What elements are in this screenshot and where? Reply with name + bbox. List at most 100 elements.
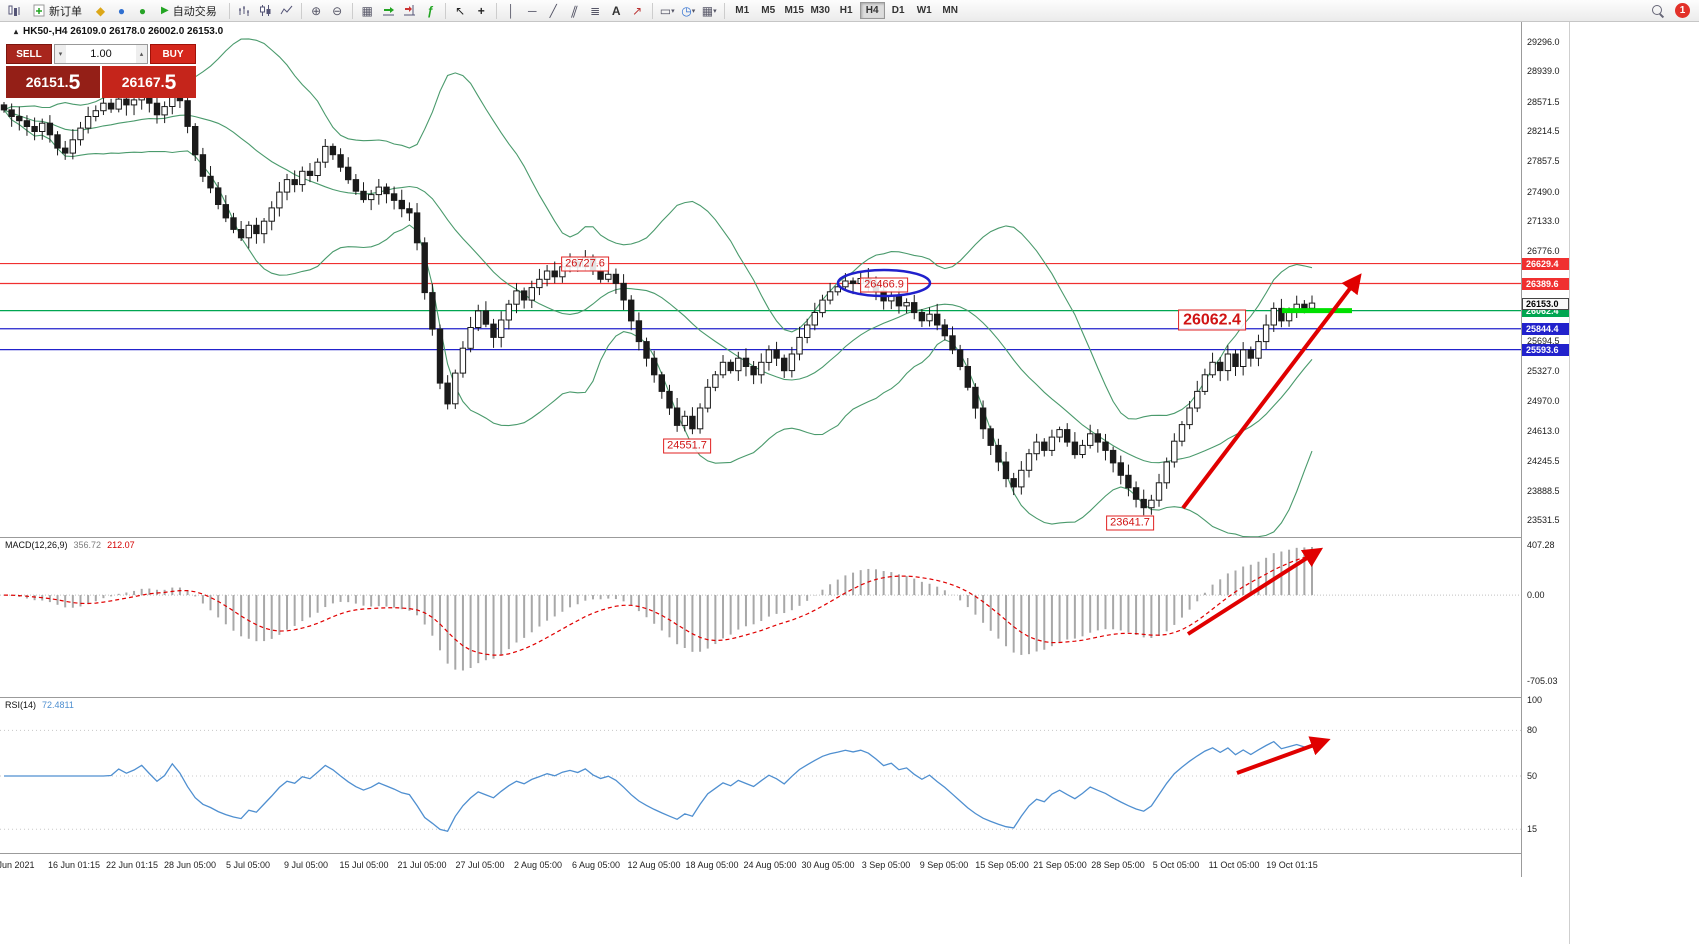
timeframe-mn[interactable]: MN (942, 5, 958, 16)
price-axis[interactable]: 29296.0 28939.0 28571.5 28214.5 27857.5 27490… (1521, 22, 1569, 877)
price-line-badge: 25844.4 (1522, 323, 1569, 336)
metaeditor-icon[interactable]: ◆ (95, 3, 106, 18)
toolbar-separator (300, 2, 302, 19)
price-annotation[interactable]: 26727.6 (561, 256, 609, 272)
rsi-label: RSI(14) 72.4811 (5, 700, 74, 710)
vertical-line-icon[interactable]: │ (507, 3, 515, 18)
trendline-icon[interactable]: ╱ (549, 3, 557, 18)
indicators-icon[interactable]: ƒ (426, 3, 434, 18)
volume-decrease-button[interactable]: ▾ (55, 45, 66, 63)
toolbar-separator (444, 2, 446, 19)
symbol-caret-icon: ▴ (14, 27, 19, 36)
order-icon (33, 4, 45, 17)
price-tick: 25327.0 (1527, 366, 1560, 377)
current-price-badge: 26153.0 (1522, 297, 1569, 310)
price-annotation[interactable]: 24551.7 (663, 438, 711, 454)
price-line-badge: 26629.4 (1522, 258, 1569, 271)
chart-header: ▴ HK50-,H4 26109.0 26178.0 26002.0 26153… (14, 26, 223, 37)
play-icon: ▶ (161, 5, 169, 16)
chart-plot[interactable] (0, 22, 1521, 877)
sell-button[interactable]: SELL (6, 44, 52, 64)
channel-icon[interactable]: ∥ (568, 3, 580, 18)
time-tick: Jun 2021 (0, 860, 35, 870)
price-annotation[interactable]: 26466.9 (860, 277, 908, 293)
timeframe-w1[interactable]: W1 (916, 5, 932, 16)
auto-scroll-icon[interactable] (379, 2, 398, 20)
timeframe-h1[interactable]: H1 (839, 5, 853, 16)
candlestick-chart-icon[interactable] (256, 2, 275, 20)
price-tick: 27133.0 (1527, 216, 1560, 227)
time-tick: 27 Jul 05:00 (455, 860, 505, 870)
text-icon[interactable]: A (611, 3, 621, 18)
sell-price-main: 26151. (25, 74, 69, 90)
buy-price[interactable]: 26167. 5 (102, 66, 196, 98)
time-tick: 24 Aug 05:00 (743, 860, 797, 870)
timeframe-m30[interactable]: M30 (810, 5, 830, 16)
notification-badge[interactable]: 1 (1675, 3, 1690, 18)
time-axis[interactable]: Jun 2021 16 Jun 01:15 22 Jun 01:15 28 Jun 0… (0, 856, 1521, 876)
time-tick: 15 Jul 05:00 (339, 860, 389, 870)
fibonacci-icon[interactable]: ≣ (590, 3, 601, 18)
price-tick: 27490.0 (1527, 186, 1560, 197)
cursor-icon[interactable]: ↖ (455, 3, 466, 18)
arrows-tool-icon[interactable]: ↗ (632, 3, 643, 18)
price-tick: 24970.0 (1527, 395, 1560, 406)
crosshair-icon[interactable]: + (477, 3, 485, 18)
search-icon[interactable] (1648, 2, 1667, 20)
templates-dropdown-icon[interactable]: ▦ ▾ (701, 3, 717, 18)
toolbar-separator (495, 2, 497, 19)
time-tick: 18 Aug 05:00 (685, 860, 739, 870)
time-tick: 28 Jun 05:00 (163, 860, 217, 870)
price-tick: 23531.5 (1527, 515, 1560, 526)
new-order-button[interactable]: 新订单 (26, 2, 89, 20)
market-icon[interactable]: ● (138, 3, 147, 18)
time-tick: 28 Sep 05:00 (1091, 860, 1145, 870)
price-tick: 28939.0 (1527, 66, 1560, 77)
time-tick: 19 Oct 01:15 (1266, 860, 1318, 870)
time-tick: 16 Jun 01:15 (47, 860, 101, 870)
chart-header-text: HK50-,H4 26109.0 26178.0 26002.0 26153.0 (23, 26, 224, 37)
rsi-tick: 50 (1527, 770, 1538, 781)
price-annotation[interactable]: 23641.7 (1106, 515, 1154, 531)
horizontal-line-icon[interactable]: ─ (527, 3, 537, 18)
macd-value: 356.72 (73, 540, 102, 550)
volume-increase-button[interactable]: ▴ (136, 45, 147, 63)
price-line-badge: 26389.6 (1522, 278, 1569, 290)
timeframe-m5[interactable]: M5 (761, 5, 776, 16)
auto-trading-button[interactable]: ▶ 自动交易 (154, 2, 224, 20)
sell-price[interactable]: 26151. 5 (6, 66, 100, 98)
periods-dropdown-icon[interactable]: ◷ ▾ (681, 3, 696, 18)
one-click-trading-panel: SELL ▾ ▴ BUY 26151.5 26167.5 (6, 44, 196, 98)
volume-input[interactable] (66, 48, 136, 60)
zoom-in-icon[interactable]: ⊕ (311, 3, 322, 18)
time-tick: 21 Jul 05:00 (397, 860, 447, 870)
tile-windows-icon[interactable]: ▦ (361, 3, 373, 18)
time-tick: 2 Aug 05:00 (513, 860, 563, 870)
timeframe-m15[interactable]: M15 (784, 5, 804, 16)
price-tick: 28214.5 (1527, 126, 1560, 137)
zoom-out-icon[interactable]: ⊖ (332, 3, 343, 18)
shapes-dropdown-icon[interactable]: ▭ ▾ (659, 3, 675, 18)
time-tick: 6 Aug 05:00 (571, 860, 621, 870)
chart-shift-icon[interactable] (400, 2, 419, 20)
new-order-label: 新订单 (49, 5, 82, 18)
timeframe-d1[interactable]: D1 (891, 5, 905, 16)
timeframe-h4[interactable]: H4 (859, 2, 885, 19)
toolbar-separator (351, 2, 353, 19)
price-annotation[interactable]: 26062.4 (1178, 309, 1246, 331)
macd-signal-value: 212.07 (107, 540, 135, 550)
toolbar-separator (651, 2, 653, 19)
community-icon[interactable]: ● (117, 3, 126, 18)
rsi-value: 72.4811 (42, 700, 74, 710)
buy-button[interactable]: BUY (150, 44, 196, 64)
time-tick: 9 Sep 05:00 (919, 860, 969, 870)
time-tick: 12 Aug 05:00 (627, 860, 681, 870)
timeframe-toolbar: M1 M5 M15 M30 H1 H4 D1 W1 MN (730, 2, 963, 19)
new-chart-icon[interactable] (5, 2, 24, 20)
timeframe-m1[interactable]: M1 (735, 5, 750, 16)
rsi-tick: 80 (1527, 724, 1538, 735)
line-chart-icon[interactable] (277, 2, 296, 20)
bar-chart-icon[interactable] (235, 2, 254, 20)
time-tick: 3 Sep 05:00 (861, 860, 911, 870)
